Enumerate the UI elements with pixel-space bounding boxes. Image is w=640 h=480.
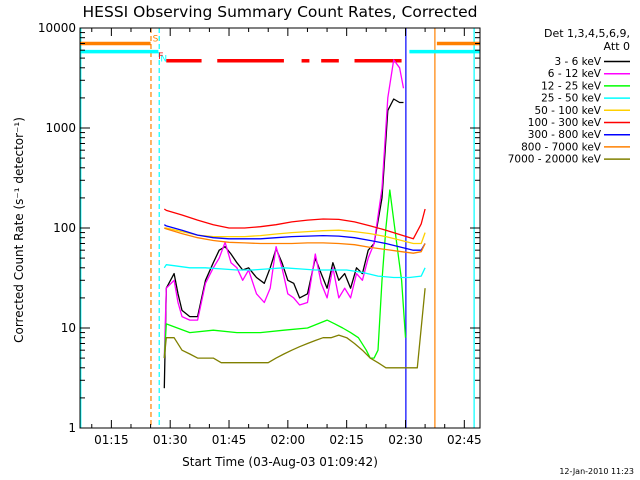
x-tick-label: 01:15: [94, 433, 129, 447]
y-tick-label: 1: [68, 421, 76, 435]
axes-layer: [79, 27, 481, 429]
ticks-layer: 01:15 01:30 01:45 02:00 02:15 02:30 02:45 1 10 10…: [38, 21, 482, 447]
legend-entry-label-6: 100 - 300 keV: [528, 117, 602, 129]
flag-f-label: F: [158, 52, 163, 62]
x-tick-label: 02:15: [329, 433, 364, 447]
y-tick-label: 1000: [45, 121, 76, 135]
y-tick-label: 10000: [38, 21, 76, 35]
legend-entry-label-9: 7000 - 20000 keV: [508, 154, 602, 166]
series-line-8: [164, 227, 426, 254]
legend-entry-label-1: 3 - 6 keV: [554, 56, 601, 68]
legend-entry-label-3: 12 - 25 keV: [541, 80, 602, 92]
legend-entry-label-4: 25 - 50 keV: [541, 93, 602, 105]
y-axis-label: Corrected Count Rate (s⁻¹ detector⁻¹): [12, 117, 26, 343]
legend-entry-label-5: 50 - 100 keV: [534, 105, 601, 117]
series-line-9: [163, 288, 426, 369]
traces-layer: S NF: [80, 28, 480, 428]
flag-s-label: S: [153, 34, 159, 44]
y-tick-label: 100: [53, 221, 76, 235]
plot-frame: [79, 27, 481, 429]
x-tick-label: 02:30: [388, 433, 423, 447]
legend-entry-label-7: 300 - 800 keV: [528, 129, 602, 141]
legend-entry-label-2: 6 - 12 keV: [548, 68, 602, 80]
series-line-4: [163, 264, 426, 279]
legend-entry-label-8: 800 - 7000 keV: [521, 141, 602, 153]
series-line-3: [163, 189, 407, 359]
timestamp: 12-Jan-2010 11:23: [559, 467, 634, 476]
x-tick-label: 02:00: [271, 433, 306, 447]
x-tick-label: 01:45: [212, 433, 247, 447]
x-axis-label: Start Time (03-Aug-03 01:09:42): [182, 455, 378, 469]
legend-header-line-2: Att 0: [604, 40, 630, 53]
x-tick-label: 01:30: [153, 433, 188, 447]
legend-header-line-1: Det 1,3,4,5,6,9,: [544, 27, 630, 40]
series-line-2: [163, 59, 405, 359]
chart-title: HESSI Observing Summary Count Rates, Cor…: [83, 3, 478, 21]
series-line-6: [163, 208, 426, 240]
flag-n-label: N: [160, 55, 167, 65]
x-tick-label: 02:45: [447, 433, 482, 447]
y-tick-label: 10: [61, 321, 76, 335]
series-line-1: [163, 98, 404, 389]
series-line-7: [163, 224, 426, 251]
